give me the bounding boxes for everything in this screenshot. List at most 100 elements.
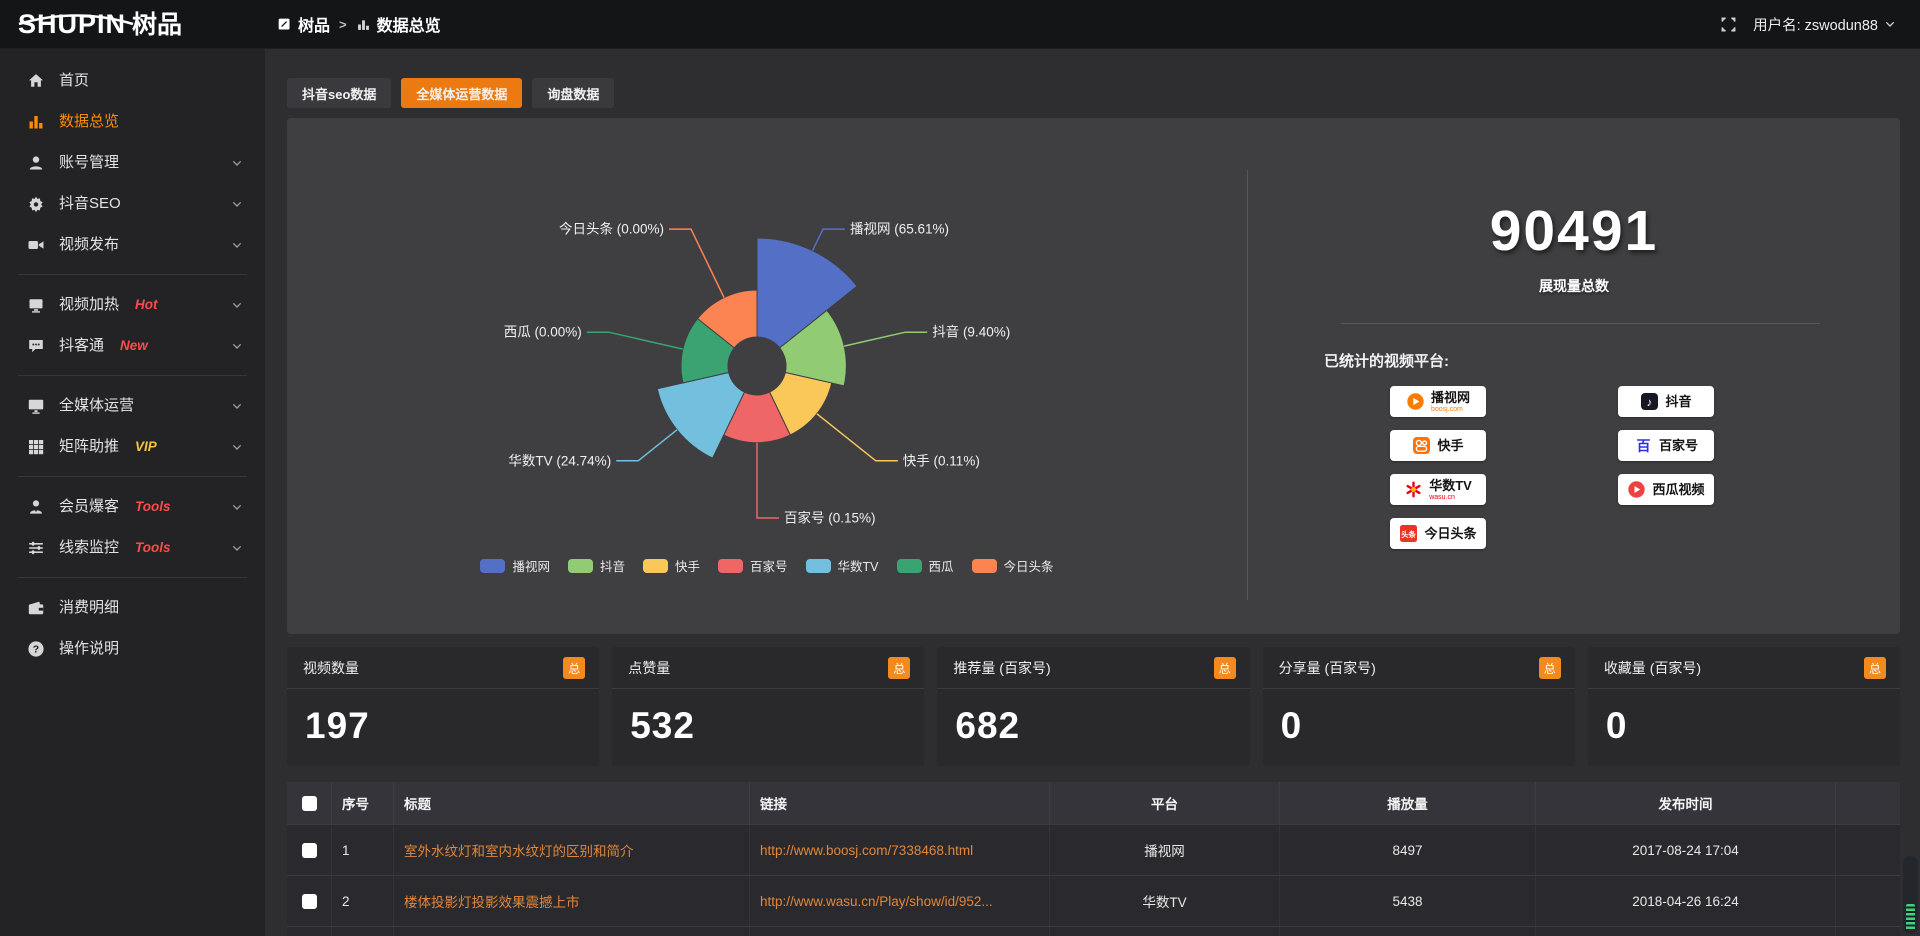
chevron-down-icon <box>231 441 243 453</box>
pie-slice-1[interactable] <box>778 309 847 387</box>
sidebar-item-data-overview[interactable]: 数据总览 <box>0 101 265 142</box>
topbar-right: 用户名: zswodun88 <box>1720 14 1920 35</box>
pie-slice-6[interactable] <box>696 289 758 349</box>
sidebar-item-operation-guide[interactable]: ? 操作说明 <box>0 628 265 669</box>
sidebar-item-video-heat[interactable]: 视频加热 Hot <box>0 284 265 325</box>
row-checkbox[interactable] <box>301 842 317 858</box>
row-checkbox-cell <box>287 825 331 875</box>
stat-card-header: 推荐量 (百家号) 总 <box>937 647 1250 689</box>
app-logo[interactable]: SHUPIN 树品 <box>0 10 265 39</box>
stat-card-value: 0 <box>1280 705 1303 746</box>
sidebar-item-clue-monitor[interactable]: 线索监控 Tools <box>0 527 265 568</box>
cell-platform: 华数TV <box>1049 876 1279 926</box>
cell-link[interactable]: http://www.wasu.cn/Play/show/id/952... <box>749 876 1049 926</box>
stat-card-3: 分享量 (百家号) 总 0 <box>1262 647 1575 766</box>
legend-item[interactable]: 快手 <box>642 556 700 575</box>
legend-label: 今日头条 <box>1003 560 1054 574</box>
sidebar-item-label: 矩阵助推 <box>59 438 120 455</box>
header-link: 链接 <box>749 782 1049 824</box>
badge-hot: Hot <box>135 297 158 312</box>
sidebar-item-label: 消费明细 <box>59 599 120 616</box>
select-all-checkbox[interactable] <box>301 795 317 811</box>
fullscreen-icon[interactable] <box>1720 16 1737 33</box>
badge-tools: Tools <box>135 499 171 514</box>
pie-label: 抖音 (9.40%) <box>932 324 1010 340</box>
pie-slice-0[interactable] <box>756 237 858 349</box>
stat-card-0: 视频数量 总 197 <box>287 647 600 766</box>
scrollbar-thumb[interactable] <box>1903 856 1918 934</box>
tab-douyin-seo-data[interactable]: 抖音seo数据 <box>287 78 392 108</box>
pie-label-leader <box>669 228 725 298</box>
breadcrumb-separator: > <box>339 16 347 32</box>
chevron-down-icon <box>231 299 243 311</box>
sidebar-item-consume-detail[interactable]: 消费明细 <box>0 587 265 628</box>
scrollbar-grip-icon <box>1906 904 1915 930</box>
chevron-down-icon <box>231 501 243 513</box>
legend-item[interactable]: 西瓜 <box>896 556 954 575</box>
platform-name: 今日头条 <box>1424 526 1477 541</box>
breadcrumb-current-label: 数据总览 <box>376 18 441 35</box>
sidebar-item-douketong[interactable]: 抖客通 New <box>0 325 265 366</box>
sidebar-item-member-baoke[interactable]: 会员爆客 Tools <box>0 486 265 527</box>
table-row-2: 2 楼体投影灯投影效果震撼上市 http://www.wasu.cn/Play/sh… <box>287 875 1900 926</box>
logo-text-cn: 树品 <box>132 10 183 39</box>
breadcrumb-current[interactable]: 数据总览 <box>356 12 441 36</box>
legend-item[interactable]: 抖音 <box>567 556 625 575</box>
sidebar-item-video-publish[interactable]: 视频发布 <box>0 224 265 265</box>
chat-icon <box>27 337 45 355</box>
platform-badge-xigua: 西瓜视频 <box>1618 474 1714 505</box>
stat-card-title: 分享量 (百家号) <box>1278 660 1376 676</box>
sidebar-item-media-operation[interactable]: 全媒体运营 <box>0 385 265 426</box>
douyin-logo-icon: ♪ <box>1640 392 1659 411</box>
cell-title[interactable]: 室外水纹灯和室内水纹灯的区别和简介 <box>393 825 749 875</box>
platform-name: 抖音 <box>1665 394 1692 409</box>
overview-panel: 播视网 (65.61%) 抖音 (9.40%) 快手 (0.11%) 百家号 (0.1… <box>287 118 1900 634</box>
chevron-down-icon <box>231 198 243 210</box>
legend-item[interactable]: 今日头条 <box>971 556 1054 575</box>
stat-card-title: 点赞量 <box>628 660 671 676</box>
platform-badge-boosj: 播视网 boosj.com <box>1390 386 1486 417</box>
legend-item[interactable]: 播视网 <box>480 556 550 575</box>
stat-card-header: 分享量 (百家号) 总 <box>1262 647 1575 689</box>
wallet-icon <box>27 599 45 617</box>
topbar: SHUPIN 树品 树品 > 数据总览 用户名: zswodun88 <box>0 0 1920 49</box>
sidebar-divider <box>18 476 247 477</box>
sidebar-item-douyin-seo[interactable]: 抖音SEO <box>0 183 265 224</box>
baijiahao-logo-icon: 百 <box>1634 436 1653 455</box>
sidebar-item-home[interactable]: 首页 <box>0 60 265 101</box>
video-table: 序号 标题 链接 平台 播放量 发布时间 1 室外水纹灯和室内水纹灯的区别和简介 http://… <box>287 782 1900 936</box>
sidebar-item-account-management[interactable]: 账号管理 <box>0 142 265 183</box>
platform-name: 快手 <box>1437 438 1464 453</box>
boosj-logo-icon <box>1406 392 1425 411</box>
legend-item[interactable]: 华数TV <box>805 556 879 575</box>
header-time: 发布时间 <box>1535 782 1835 824</box>
cell-title[interactable]: 楼体投影灯投影效果震撼上市 <box>393 876 749 926</box>
username-menu[interactable]: 用户名: zswodun88 <box>1753 14 1896 35</box>
platform-badge-wasu: 华数TV wasu.cn <box>1390 474 1486 505</box>
sidebar: 首页 数据总览 账号管理 抖音SEO 视频发布 视频加热 Hot 抖客通 New 全媒体运营 矩阵助… <box>0 48 265 936</box>
legend-swatch <box>642 558 668 573</box>
pie-label: 今日头条 (0.00%) <box>559 221 664 237</box>
legend-swatch <box>805 558 831 573</box>
chevron-down-icon <box>231 239 243 251</box>
legend-item[interactable]: 百家号 <box>718 556 788 575</box>
cell-time: 2018-04-26 16:24 <box>1535 876 1835 926</box>
row-checkbox[interactable] <box>301 893 317 909</box>
pie-label: 百家号 (0.15%) <box>784 510 876 526</box>
header-title: 标题 <box>393 782 749 824</box>
row-checkbox-cell <box>287 876 331 926</box>
tab-media-operation-data[interactable]: 全媒体运营数据 <box>401 78 523 108</box>
stat-card-2: 推荐量 (百家号) 总 682 <box>937 647 1250 766</box>
kuaishou-logo-icon <box>1412 436 1431 455</box>
pie-slice-4[interactable] <box>656 371 746 459</box>
sidebar-item-label: 视频加热 <box>59 296 120 313</box>
legend-swatch <box>567 558 593 573</box>
tab-inquiry-data[interactable]: 询盘数据 <box>532 78 615 108</box>
cell-link[interactable]: http://www.boosj.com/7338468.html <box>749 825 1049 875</box>
table-header-row: 序号 标题 链接 平台 播放量 发布时间 <box>287 782 1900 824</box>
breadcrumb-root[interactable]: 树品 <box>277 12 330 36</box>
sidebar-item-matrix-boost[interactable]: 矩阵助推 VIP <box>0 426 265 467</box>
chevron-down-icon <box>231 542 243 554</box>
breadcrumb-root-label: 树品 <box>298 18 331 35</box>
badge-vip: VIP <box>135 439 157 454</box>
